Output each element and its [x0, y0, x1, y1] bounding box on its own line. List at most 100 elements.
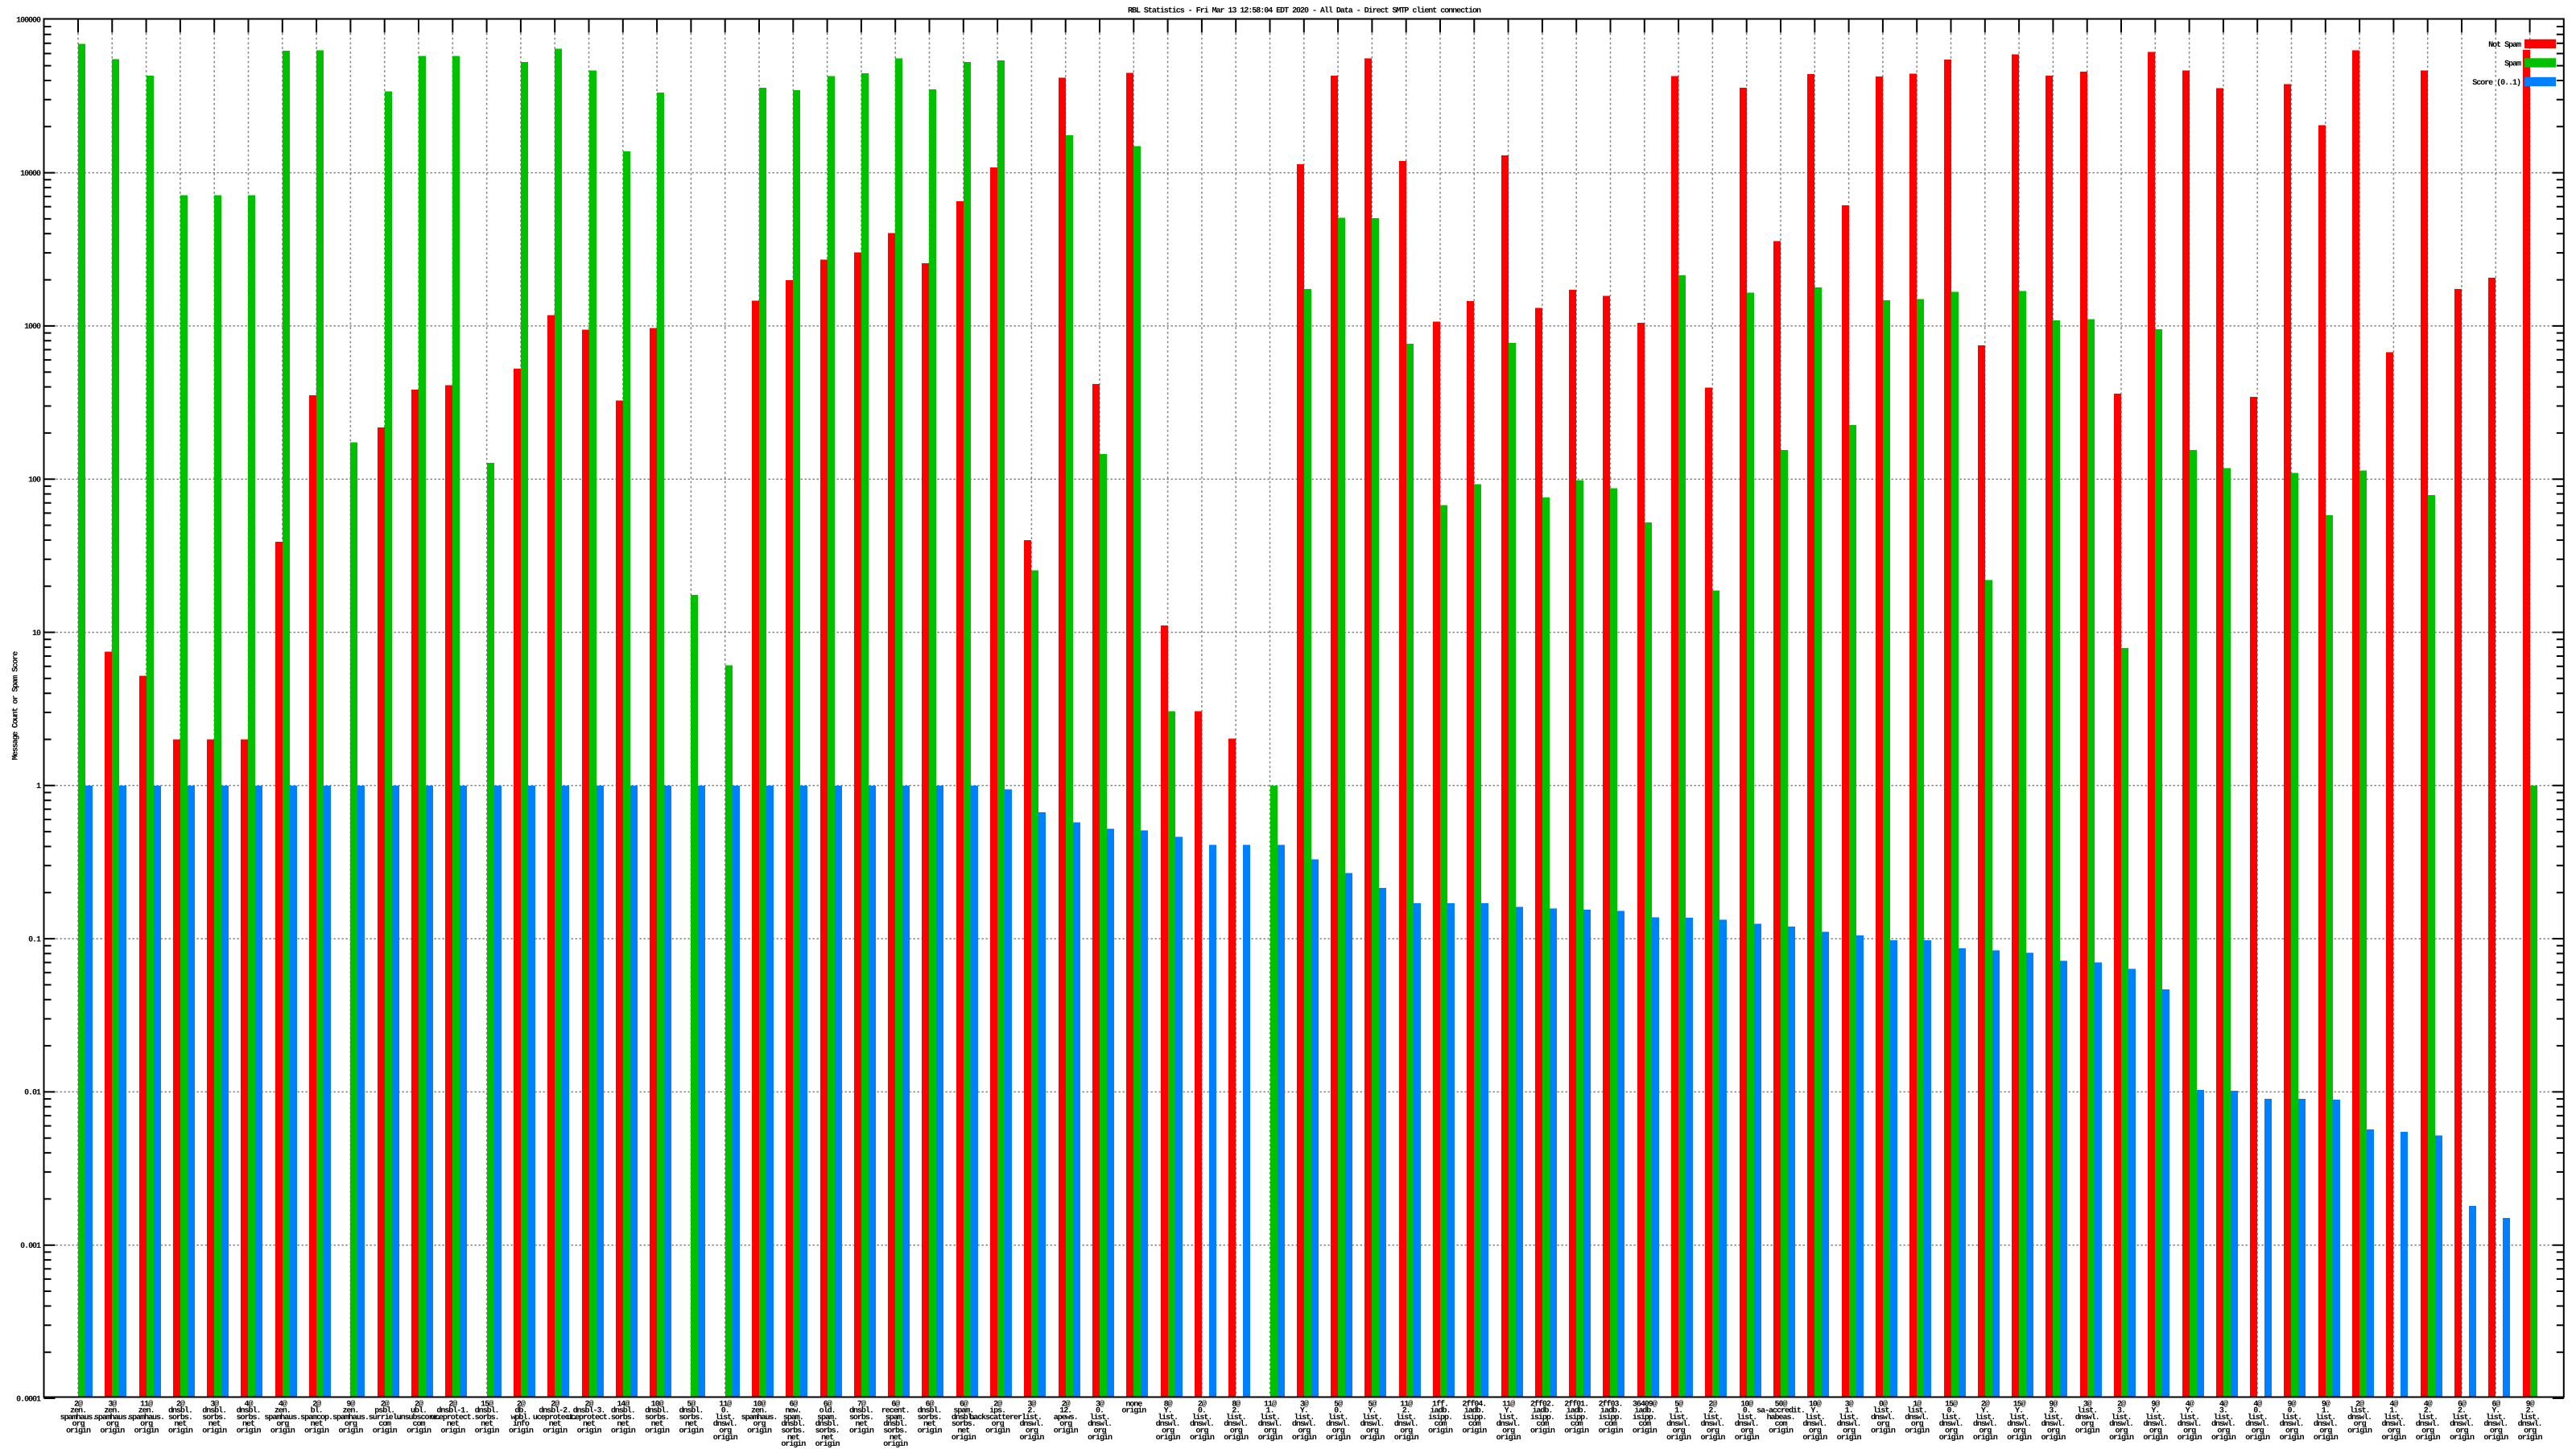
svg-text:2@: 2@: [1198, 1399, 1207, 1409]
svg-text:origin: origin: [747, 1426, 772, 1436]
svg-text:dnsbl.: dnsbl.: [918, 1406, 942, 1416]
svg-text:2.: 2.: [2424, 1407, 2432, 1416]
svg-text:origin: origin: [2109, 1433, 2134, 1443]
svg-text:origin: origin: [202, 1426, 227, 1436]
svg-text:dnsbl.: dnsbl.: [952, 1413, 976, 1422]
svg-text:list.: list.: [2384, 1413, 2404, 1422]
svg-text:spam.: spam.: [817, 1414, 837, 1422]
svg-text:list.: list.: [2452, 1413, 2472, 1422]
svg-text:8@: 8@: [1164, 1399, 1173, 1409]
svg-text:0.01: 0.01: [24, 1089, 41, 1098]
svg-text:iadb.: iadb.: [1634, 1406, 1654, 1416]
svg-text:list.: list.: [2077, 1406, 2097, 1416]
svg-text:origin: origin: [2416, 1433, 2441, 1443]
svg-text:list.: list.: [1805, 1413, 1825, 1422]
svg-text:0.: 0.: [1947, 1407, 1955, 1416]
svg-text:origin: origin: [1326, 1433, 1351, 1443]
svg-text:sorbs.: sorbs.: [611, 1413, 635, 1422]
svg-text:dnswl.: dnswl.: [1871, 1413, 1895, 1422]
svg-text:iadb.: iadb.: [1430, 1406, 1451, 1416]
svg-text:net: net: [617, 1420, 630, 1429]
svg-text:6@: 6@: [2458, 1399, 2467, 1409]
svg-text:origin: origin: [1871, 1426, 1896, 1436]
svg-text:origin: origin: [645, 1426, 670, 1436]
svg-text:dnsbl.: dnsbl.: [781, 1419, 805, 1429]
svg-text:org: org: [992, 1420, 1005, 1429]
svg-text:org: org: [1264, 1427, 1277, 1436]
svg-text:net: net: [821, 1434, 834, 1443]
svg-text:net: net: [923, 1420, 936, 1429]
svg-text:net: net: [481, 1420, 493, 1429]
svg-text:org: org: [2319, 1427, 2332, 1436]
svg-text:org: org: [1502, 1427, 1515, 1436]
svg-text:org: org: [2388, 1427, 2401, 1436]
svg-text:5@: 5@: [1674, 1399, 1683, 1409]
svg-text:org: org: [2047, 1427, 2060, 1436]
svg-text:origin: origin: [2381, 1433, 2406, 1443]
svg-text:list.: list.: [715, 1413, 735, 1422]
svg-text:4@: 4@: [2253, 1399, 2262, 1409]
svg-text:origin: origin: [1258, 1433, 1283, 1443]
svg-text:list.: list.: [2213, 1413, 2233, 1422]
svg-text:org: org: [2217, 1427, 2230, 1436]
svg-text:4@: 4@: [279, 1399, 287, 1409]
svg-text:dnswl.: dnswl.: [1394, 1419, 1418, 1429]
svg-text:sorbs.: sorbs.: [237, 1413, 261, 1422]
svg-text:net: net: [174, 1420, 187, 1429]
svg-text:org: org: [106, 1420, 119, 1429]
svg-text:dnswl.: dnswl.: [1224, 1419, 1248, 1429]
svg-text:0.1: 0.1: [28, 935, 41, 944]
svg-text:dnswl.: dnswl.: [1905, 1413, 1929, 1422]
svg-text:zen.: zen.: [275, 1407, 291, 1416]
svg-text:10@: 10@: [1809, 1399, 1822, 1409]
svg-text:org: org: [719, 1427, 732, 1436]
svg-text:com: com: [1468, 1420, 1481, 1429]
svg-text:origin: origin: [237, 1426, 262, 1436]
svg-text:list.: list.: [1022, 1413, 1042, 1422]
svg-text:11@: 11@: [140, 1399, 153, 1409]
svg-text:Y.: Y.: [2186, 1407, 2194, 1416]
svg-text:list.: list.: [1090, 1413, 1110, 1422]
svg-text:origin: origin: [1019, 1433, 1044, 1443]
svg-text:org: org: [1707, 1427, 1719, 1436]
svg-text:net: net: [583, 1420, 596, 1429]
svg-text:none: none: [1125, 1400, 1142, 1409]
svg-text:Y.: Y.: [1164, 1407, 1172, 1416]
svg-text:com: com: [413, 1420, 426, 1429]
svg-text:0@: 0@: [1879, 1399, 1888, 1409]
svg-text:7@: 7@: [857, 1399, 866, 1409]
svg-text:list.: list.: [2145, 1413, 2165, 1422]
svg-text:dnswl.: dnswl.: [1700, 1419, 1724, 1429]
svg-text:origin: origin: [2245, 1433, 2270, 1443]
svg-text:0.: 0.: [1743, 1407, 1751, 1416]
svg-text:list.: list.: [1941, 1413, 1961, 1422]
svg-text:Spam: Spam: [2504, 60, 2521, 68]
svg-text:2@: 2@: [448, 1399, 457, 1409]
svg-text:5@: 5@: [1334, 1399, 1343, 1409]
svg-text:isipp.: isipp.: [1530, 1413, 1554, 1422]
svg-text:4@: 4@: [245, 1399, 254, 1409]
svg-text:origin: origin: [1224, 1433, 1249, 1443]
svg-text:list.: list.: [1839, 1413, 1859, 1422]
svg-text:recent.: recent.: [881, 1407, 910, 1416]
svg-text:org: org: [753, 1420, 766, 1429]
svg-text:dnswl.: dnswl.: [1735, 1419, 1759, 1429]
svg-text:dnswl.: dnswl.: [1973, 1419, 1997, 1429]
svg-text:4@: 4@: [2186, 1399, 2194, 1409]
svg-text:info: info: [513, 1419, 530, 1429]
svg-text:org: org: [2149, 1427, 2162, 1436]
svg-text:net: net: [685, 1420, 698, 1429]
svg-text:list.: list.: [1226, 1413, 1246, 1422]
svg-text:origin: origin: [713, 1433, 738, 1443]
svg-text:origin: origin: [1735, 1433, 1760, 1443]
svg-text:origin: origin: [100, 1426, 125, 1436]
svg-text:list.: list.: [2112, 1413, 2132, 1422]
svg-text:3@: 3@: [1027, 1399, 1036, 1409]
svg-text:org: org: [1945, 1427, 1958, 1436]
svg-text:1.: 1.: [2322, 1407, 2330, 1416]
svg-text:dnswl.: dnswl.: [2280, 1419, 2304, 1429]
svg-text:origin: origin: [1428, 1426, 1453, 1436]
svg-text:origin: origin: [2211, 1433, 2236, 1443]
svg-text:psbl.: psbl.: [374, 1406, 394, 1416]
svg-text:zen.: zen.: [751, 1407, 767, 1416]
